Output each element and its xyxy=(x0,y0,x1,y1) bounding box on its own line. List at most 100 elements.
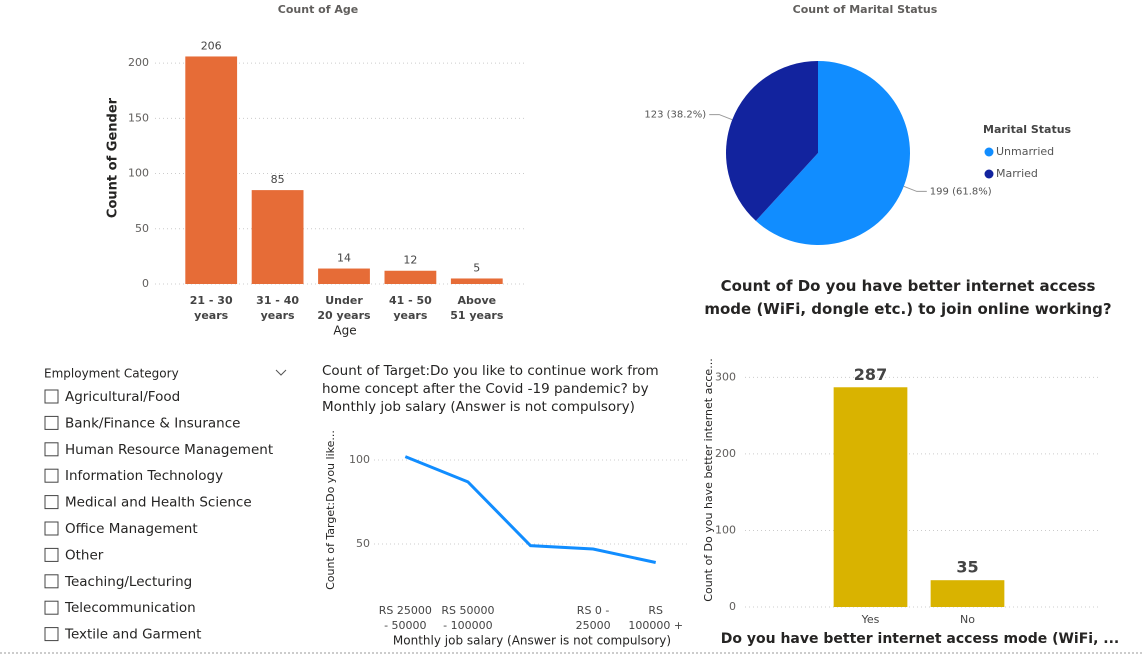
chart-title: Count of Marital Status xyxy=(793,3,938,16)
x-tick-label: RS 0 - 25000 xyxy=(575,604,611,632)
checkbox[interactable] xyxy=(44,442,59,457)
x-tick-label-box: RS 100000 + xyxy=(628,604,684,632)
x-tick-label-box: RS 25000 - 50000 xyxy=(379,604,432,632)
x-tick-label: RS 50000 - 100000 xyxy=(441,604,495,632)
slicer-item-label: Telecommunication xyxy=(64,600,196,616)
leader-line xyxy=(903,185,927,192)
slicer-item[interactable]: Office Management xyxy=(44,521,198,537)
data-label: 12 xyxy=(403,254,417,267)
checkbox[interactable] xyxy=(44,574,59,589)
y-tick-label: 100 xyxy=(715,523,736,536)
slicer-item[interactable]: Teaching/Lecturing xyxy=(44,574,192,590)
data-label: 35 xyxy=(956,558,978,577)
slicer-item[interactable]: Telecommunication xyxy=(44,600,196,616)
slicer-item[interactable]: Bank/Finance & Insurance xyxy=(44,415,240,431)
x-tick-label: 21 - 30 years xyxy=(189,294,233,322)
y-tick-label: 0 xyxy=(142,277,149,290)
data-label: 199 (61.8%) xyxy=(930,186,992,197)
x-axis-label: Age xyxy=(333,324,356,338)
data-label: 123 (38.2%) xyxy=(644,110,706,121)
x-axis-label: Do you have better internet access mode … xyxy=(721,631,1120,647)
y-tick-label: 50 xyxy=(135,222,149,235)
chart-title-box: Count of Do you have better internet acc… xyxy=(704,277,1112,318)
slicer-item-label: Medical and Health Science xyxy=(65,495,252,511)
x-tick-label-box: No xyxy=(960,613,975,626)
x-tick-label-box: RS 0 - 25000 xyxy=(575,604,611,632)
slicer-title: Employment Category xyxy=(44,367,179,381)
checkbox[interactable] xyxy=(44,495,59,510)
chart-title: Count of Target:Do you like to continue … xyxy=(322,363,659,415)
y-tick-label: 100 xyxy=(128,167,149,180)
checkbox[interactable] xyxy=(44,468,59,483)
checkbox[interactable] xyxy=(44,521,59,536)
chart-title-box: Count of Target:Do you like to continue … xyxy=(322,363,659,415)
x-axis-label: Monthly job salary (Answer is not compul… xyxy=(393,634,671,648)
slicer-item-label: Teaching/Lecturing xyxy=(64,574,192,590)
checkbox[interactable] xyxy=(44,627,59,642)
y-axis-label: Count of Gender xyxy=(106,97,121,218)
x-tick-label: Above 51 years xyxy=(450,294,504,322)
y-tick-label: 150 xyxy=(128,111,149,124)
data-label: 85 xyxy=(271,173,285,186)
x-tick-label: 41 - 50 years xyxy=(388,294,432,322)
line xyxy=(404,455,657,564)
leader-line xyxy=(709,114,733,121)
bar xyxy=(318,268,370,284)
slicer-item[interactable]: Information Technology xyxy=(44,468,223,484)
slicer-item-label: Agricultural/Food xyxy=(65,389,180,405)
bar xyxy=(251,190,304,284)
y-tick-label: 200 xyxy=(715,447,736,460)
slicer-item[interactable]: Human Resource Management xyxy=(44,442,273,458)
bar xyxy=(185,56,238,284)
x-tick-label: No xyxy=(960,613,975,626)
x-tick-label: RS 100000 + xyxy=(628,604,684,632)
y-axis-label: Count of Target:Do you like... xyxy=(324,430,337,590)
slicer-item-label: Human Resource Management xyxy=(65,442,273,458)
checkbox[interactable] xyxy=(44,415,59,430)
slicer-item-label: Information Technology xyxy=(65,468,223,484)
pie-slice xyxy=(755,61,911,246)
data-label: 206 xyxy=(201,39,222,52)
x-tick-label-box: 21 - 30 years xyxy=(189,294,233,322)
bar xyxy=(384,270,437,284)
chart-title: Count of Age xyxy=(278,3,358,16)
x-tick-label: Under 20 years xyxy=(317,294,371,322)
bar xyxy=(450,278,503,284)
y-axis-label: Count of Do you have better internet acc… xyxy=(702,358,715,601)
data-label: 5 xyxy=(473,261,480,274)
legend-title: Marital Status xyxy=(983,123,1072,136)
checkbox[interactable] xyxy=(44,600,59,615)
y-tick-label: 50 xyxy=(356,537,370,550)
legend-label: Unmarried xyxy=(996,145,1054,158)
legend-marker xyxy=(984,147,994,157)
x-tick-label: 31 - 40 years xyxy=(256,294,300,322)
legend-label: Married xyxy=(996,167,1038,180)
y-tick-label: 0 xyxy=(729,600,736,613)
slicer-chevron[interactable] xyxy=(275,369,287,376)
x-tick-label-box: 31 - 40 years xyxy=(256,294,300,322)
y-tick-label: 300 xyxy=(715,370,736,383)
x-tick-label-box: Yes xyxy=(861,613,880,626)
checkbox[interactable] xyxy=(44,389,59,404)
slicer-item-label: Office Management xyxy=(65,521,198,537)
x-tick-label-box: RS 50000 - 100000 xyxy=(441,604,495,632)
x-tick-label-box: 41 - 50 years xyxy=(388,294,432,322)
x-tick-label-box: Under 20 years xyxy=(317,294,371,322)
bar xyxy=(930,580,1005,607)
x-tick-label: Yes xyxy=(861,613,880,626)
slicer-item-label: Other xyxy=(65,547,104,563)
y-tick-label: 200 xyxy=(128,56,149,69)
bar xyxy=(833,387,908,607)
slicer-item[interactable]: Other xyxy=(44,547,104,563)
slicer-item[interactable]: Textile and Garment xyxy=(44,627,201,643)
slicer-item-label: Bank/Finance & Insurance xyxy=(65,415,240,431)
checkbox[interactable] xyxy=(44,547,59,562)
chart-title: Count of Do you have better internet acc… xyxy=(704,277,1112,318)
slicer-item[interactable]: Medical and Health Science xyxy=(44,495,252,511)
slicer-item[interactable]: Agricultural/Food xyxy=(44,389,180,405)
x-tick-label-box: Above 51 years xyxy=(450,294,504,322)
pie-slice xyxy=(726,61,818,221)
data-label: 287 xyxy=(854,365,887,384)
